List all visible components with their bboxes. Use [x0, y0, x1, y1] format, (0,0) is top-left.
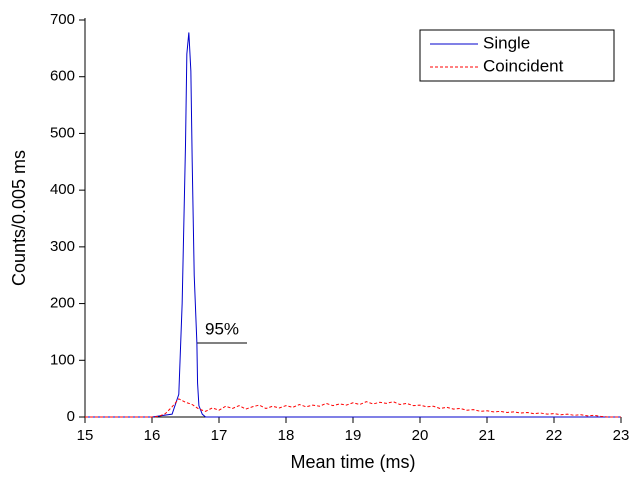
y-tick-label: 600 [50, 68, 75, 85]
legend-box [419, 29, 615, 82]
y-tick-label: 300 [50, 238, 75, 255]
y-tick-label: 0 [67, 408, 75, 425]
series-line [85, 32, 621, 418]
x-tick-label: 15 [77, 427, 94, 444]
series-line [85, 398, 621, 418]
x-axis-title: Mean time (ms) [290, 452, 415, 472]
y-tick-label: 500 [50, 124, 75, 141]
annotation: 95% [205, 319, 239, 338]
y-tick-label: 200 [50, 295, 75, 312]
y-tick-label: 700 [50, 11, 75, 28]
x-tick-label: 18 [278, 427, 295, 444]
x-tick-label: 23 [613, 427, 630, 444]
legend-label: Coincident [483, 56, 564, 75]
x-tick-label: 20 [412, 427, 429, 444]
y-axis-title: Counts/0.005 ms [9, 150, 29, 286]
x-tick-label: 21 [479, 427, 496, 444]
y-tick-label: 400 [50, 181, 75, 198]
y-tick-label: 100 [50, 351, 75, 368]
x-tick-label: 16 [144, 427, 161, 444]
x-tick-label: 17 [211, 427, 228, 444]
legend-label: Single [483, 33, 530, 52]
x-tick-label: 19 [345, 427, 362, 444]
x-tick-label: 22 [546, 427, 563, 444]
